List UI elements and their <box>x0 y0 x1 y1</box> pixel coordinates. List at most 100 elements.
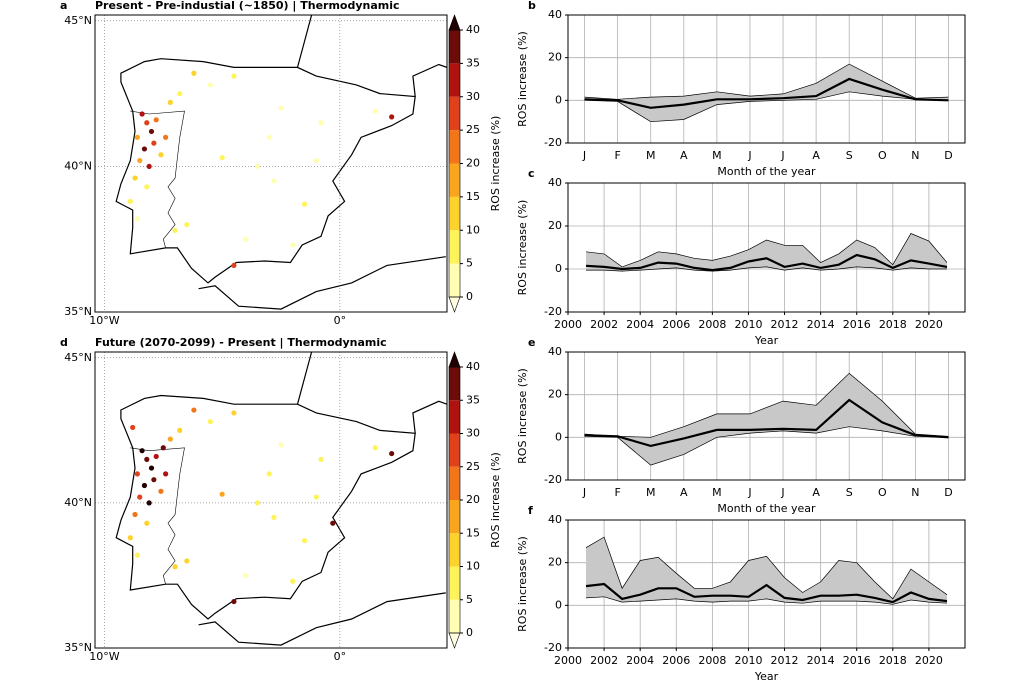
station <box>278 105 284 111</box>
colorbar-tick-label: 30 <box>466 90 480 103</box>
colorbar-segment <box>449 63 460 97</box>
colorbar-segment <box>449 533 460 567</box>
map-area <box>95 352 447 648</box>
x-tick-label: A <box>812 486 820 499</box>
colorbar-tick-label: 10 <box>466 560 480 573</box>
y-tick-label: 0 <box>555 430 562 443</box>
station <box>243 572 249 579</box>
x-tick-label: 2002 <box>590 318 618 331</box>
panel-letter: b <box>528 0 536 12</box>
axes-frame <box>567 519 966 649</box>
x-tick-label: A <box>680 149 688 162</box>
range-fill <box>586 233 947 272</box>
station <box>144 120 150 126</box>
x-tick-label: A <box>680 486 688 499</box>
x-tick-label: J <box>780 486 784 499</box>
x-tick-label: 2004 <box>626 654 654 667</box>
station <box>301 201 308 207</box>
x-axis-label: Year <box>754 334 779 347</box>
station <box>389 114 395 120</box>
map-frame <box>94 351 448 649</box>
station <box>219 155 225 161</box>
station <box>141 146 148 152</box>
station <box>372 108 378 114</box>
x-tick-label: 2014 <box>807 654 835 667</box>
y-tick-label: -20 <box>544 136 562 149</box>
y-tick-label: 40°N <box>64 496 92 509</box>
lower-line <box>584 426 949 466</box>
station <box>207 419 213 425</box>
station <box>177 91 183 97</box>
colorbar-segment <box>449 400 460 434</box>
station <box>301 538 308 544</box>
station <box>167 436 173 442</box>
station <box>132 175 138 181</box>
station <box>184 558 190 564</box>
x-tick-label: 0° <box>334 314 347 327</box>
station <box>372 445 378 451</box>
y-tick-label: 40 <box>548 513 562 526</box>
y-tick-label: 35°N <box>64 305 92 318</box>
y-tick-label: 40°N <box>64 159 92 172</box>
mean-line <box>584 77 949 109</box>
x-tick-label: N <box>911 486 919 499</box>
panel-letter: a <box>60 0 67 12</box>
x-tick-label: 2018 <box>879 318 907 331</box>
station <box>278 442 284 448</box>
x-tick-label: 2010 <box>734 654 762 667</box>
y-axis-label: ROS increase (%) <box>516 368 529 464</box>
x-tick-label: 2000 <box>554 654 582 667</box>
station <box>137 157 143 164</box>
y-tick-label: 40 <box>548 345 562 358</box>
panel-letter: c <box>528 167 535 180</box>
station <box>127 535 133 541</box>
y-tick-label: -20 <box>544 305 562 318</box>
station <box>172 227 178 234</box>
mean-line <box>585 253 948 272</box>
x-tick-label: 2012 <box>771 654 799 667</box>
y-tick-label: 40 <box>548 176 562 189</box>
x-tick-label: J <box>582 149 586 162</box>
x-tick-label: O <box>878 486 887 499</box>
colorbar-segment <box>449 433 460 467</box>
x-tick-label: 2006 <box>662 318 690 331</box>
x-tick-label: M <box>646 149 656 162</box>
station <box>266 134 272 140</box>
colorbar-under <box>448 632 461 649</box>
x-tick-label: 2014 <box>807 318 835 331</box>
x-tick-label: 2006 <box>662 654 690 667</box>
x-axis-label: Month of the year <box>717 502 816 515</box>
colorbar-tick-label: 35 <box>466 56 480 69</box>
border <box>130 110 185 248</box>
panel-letter: e <box>528 336 535 349</box>
station <box>184 222 190 228</box>
colorbar-over <box>448 14 461 31</box>
station <box>219 491 225 497</box>
colorbar-tick-label: 0 <box>466 626 473 639</box>
station <box>330 520 336 526</box>
axes-frame <box>567 351 966 481</box>
station <box>134 216 140 222</box>
station <box>148 465 155 471</box>
y-tick-label: 20 <box>548 219 562 232</box>
station <box>207 82 213 88</box>
station <box>254 163 261 170</box>
colorbar-tick-label: 35 <box>466 393 480 406</box>
x-tick-label: J <box>582 486 586 499</box>
station <box>141 482 148 489</box>
lower-line <box>585 596 948 605</box>
y-tick-label: 45°N <box>64 14 92 27</box>
colorbar-tick-label: 40 <box>466 23 480 36</box>
station <box>243 236 249 242</box>
station <box>271 514 277 521</box>
upper-line <box>584 63 949 100</box>
station <box>132 511 138 518</box>
lower-line <box>586 266 947 272</box>
colorbar-label: ROS increase (%) <box>489 452 502 548</box>
x-tick-label: M <box>712 149 722 162</box>
station <box>318 120 324 126</box>
y-tick-label: 20 <box>548 556 562 569</box>
station <box>191 407 197 413</box>
y-tick-label: 20 <box>548 388 562 401</box>
station <box>134 552 140 558</box>
